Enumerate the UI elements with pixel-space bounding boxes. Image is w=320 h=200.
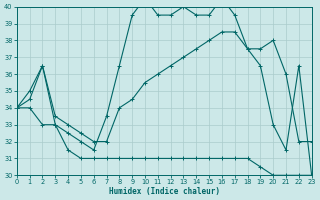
X-axis label: Humidex (Indice chaleur): Humidex (Indice chaleur) — [109, 187, 220, 196]
